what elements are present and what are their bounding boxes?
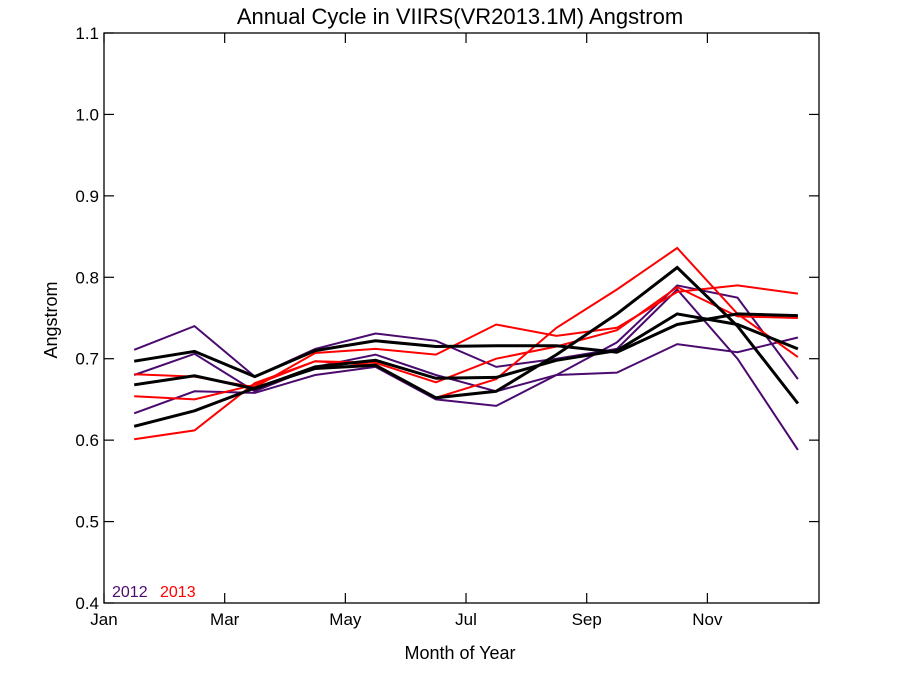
- series-line-3: [133, 336, 799, 415]
- x-tick-label: Mar: [210, 610, 240, 629]
- y-tick-label: 0.9: [75, 187, 99, 206]
- x-tick-label: Jan: [90, 610, 117, 629]
- series-layer: [133, 246, 800, 451]
- series-line-8: [133, 312, 799, 391]
- x-tick-label: May: [329, 610, 362, 629]
- series-line-2: [133, 284, 799, 393]
- chart-title: Annual Cycle in VIIRS(VR2013.1M) Angstro…: [237, 4, 683, 29]
- y-axis-label: Angstrom: [41, 281, 61, 358]
- y-tick-label: 1.0: [75, 105, 99, 124]
- series-line-6: [134, 246, 799, 441]
- y-tick-label: 0.4: [75, 594, 99, 613]
- x-axis-label: Month of Year: [404, 643, 515, 663]
- series-line-7: [133, 312, 798, 379]
- series-line-1: [133, 288, 799, 451]
- plot-frame: [103, 32, 820, 604]
- x-tick-label: Nov: [692, 610, 723, 629]
- legend-label-2012: 2012: [112, 584, 148, 601]
- y-tick-label: 0.7: [75, 350, 99, 369]
- y-tick-label: 0.5: [75, 513, 99, 532]
- y-tick-label: 1.1: [75, 24, 99, 43]
- ticks-layer: 0.4 0.5 0.6 0.7 0.8 0.9 1.0 1.1 Jan Mar May Jul Sep N…: [75, 24, 819, 629]
- series-line-9: [133, 265, 800, 428]
- y-tick-label: 0.6: [75, 431, 99, 450]
- y-tick-label: 0.8: [75, 268, 99, 287]
- legend-label-2013: 2013: [160, 584, 196, 601]
- series-line-4: [134, 284, 799, 389]
- x-tick-label: Jul: [455, 610, 477, 629]
- x-tick-label: Sep: [572, 610, 602, 629]
